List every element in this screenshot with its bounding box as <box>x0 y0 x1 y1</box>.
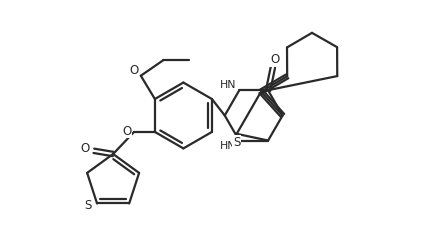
Text: HN: HN <box>220 80 236 90</box>
Text: HN: HN <box>220 141 236 151</box>
Text: O: O <box>129 64 138 78</box>
Text: O: O <box>122 125 132 138</box>
Text: O: O <box>80 142 90 155</box>
Text: S: S <box>233 136 240 149</box>
Text: O: O <box>270 53 279 66</box>
Text: S: S <box>85 199 92 212</box>
